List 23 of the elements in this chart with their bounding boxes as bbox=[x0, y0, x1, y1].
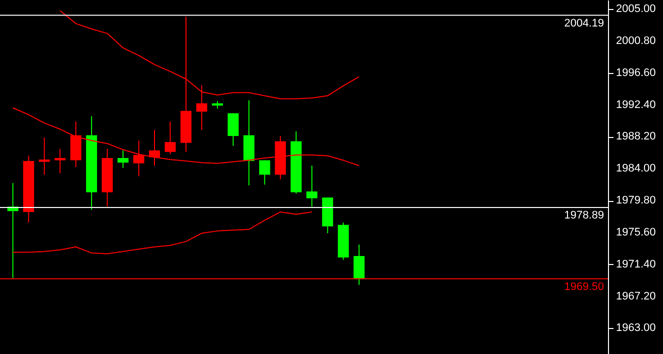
y-tick-label: 2000.80 bbox=[616, 35, 656, 48]
ref-line-label: 1978.89 bbox=[564, 209, 604, 222]
line-series bbox=[12, 211, 312, 254]
ref-line-label: 2004.19 bbox=[564, 17, 604, 30]
candlestick bbox=[228, 112, 239, 146]
ref-line-label: 1969.50 bbox=[564, 280, 604, 293]
candlestick bbox=[118, 150, 129, 168]
y-tick-label: 2005.00 bbox=[616, 3, 656, 16]
y-tick-label: 1996.60 bbox=[616, 66, 656, 79]
y-tick-label: 1967.20 bbox=[616, 290, 656, 302]
candlestick bbox=[38, 137, 50, 176]
candlestick bbox=[164, 121, 176, 155]
y-tick-label: 1963.00 bbox=[616, 322, 656, 334]
candlestick bbox=[354, 244, 365, 286]
candlestick bbox=[306, 165, 318, 208]
y-tick-label: 1975.60 bbox=[616, 226, 656, 238]
candlestick bbox=[54, 148, 66, 174]
y-tick-label: 1988.20 bbox=[616, 130, 656, 143]
y-tick-label: 1971.40 bbox=[616, 258, 656, 270]
y-tick-label: 1979.80 bbox=[616, 194, 656, 207]
candlestick bbox=[259, 160, 270, 186]
y-tick-label: 1992.40 bbox=[616, 98, 656, 111]
y-tick-label: 1984.00 bbox=[616, 162, 656, 175]
